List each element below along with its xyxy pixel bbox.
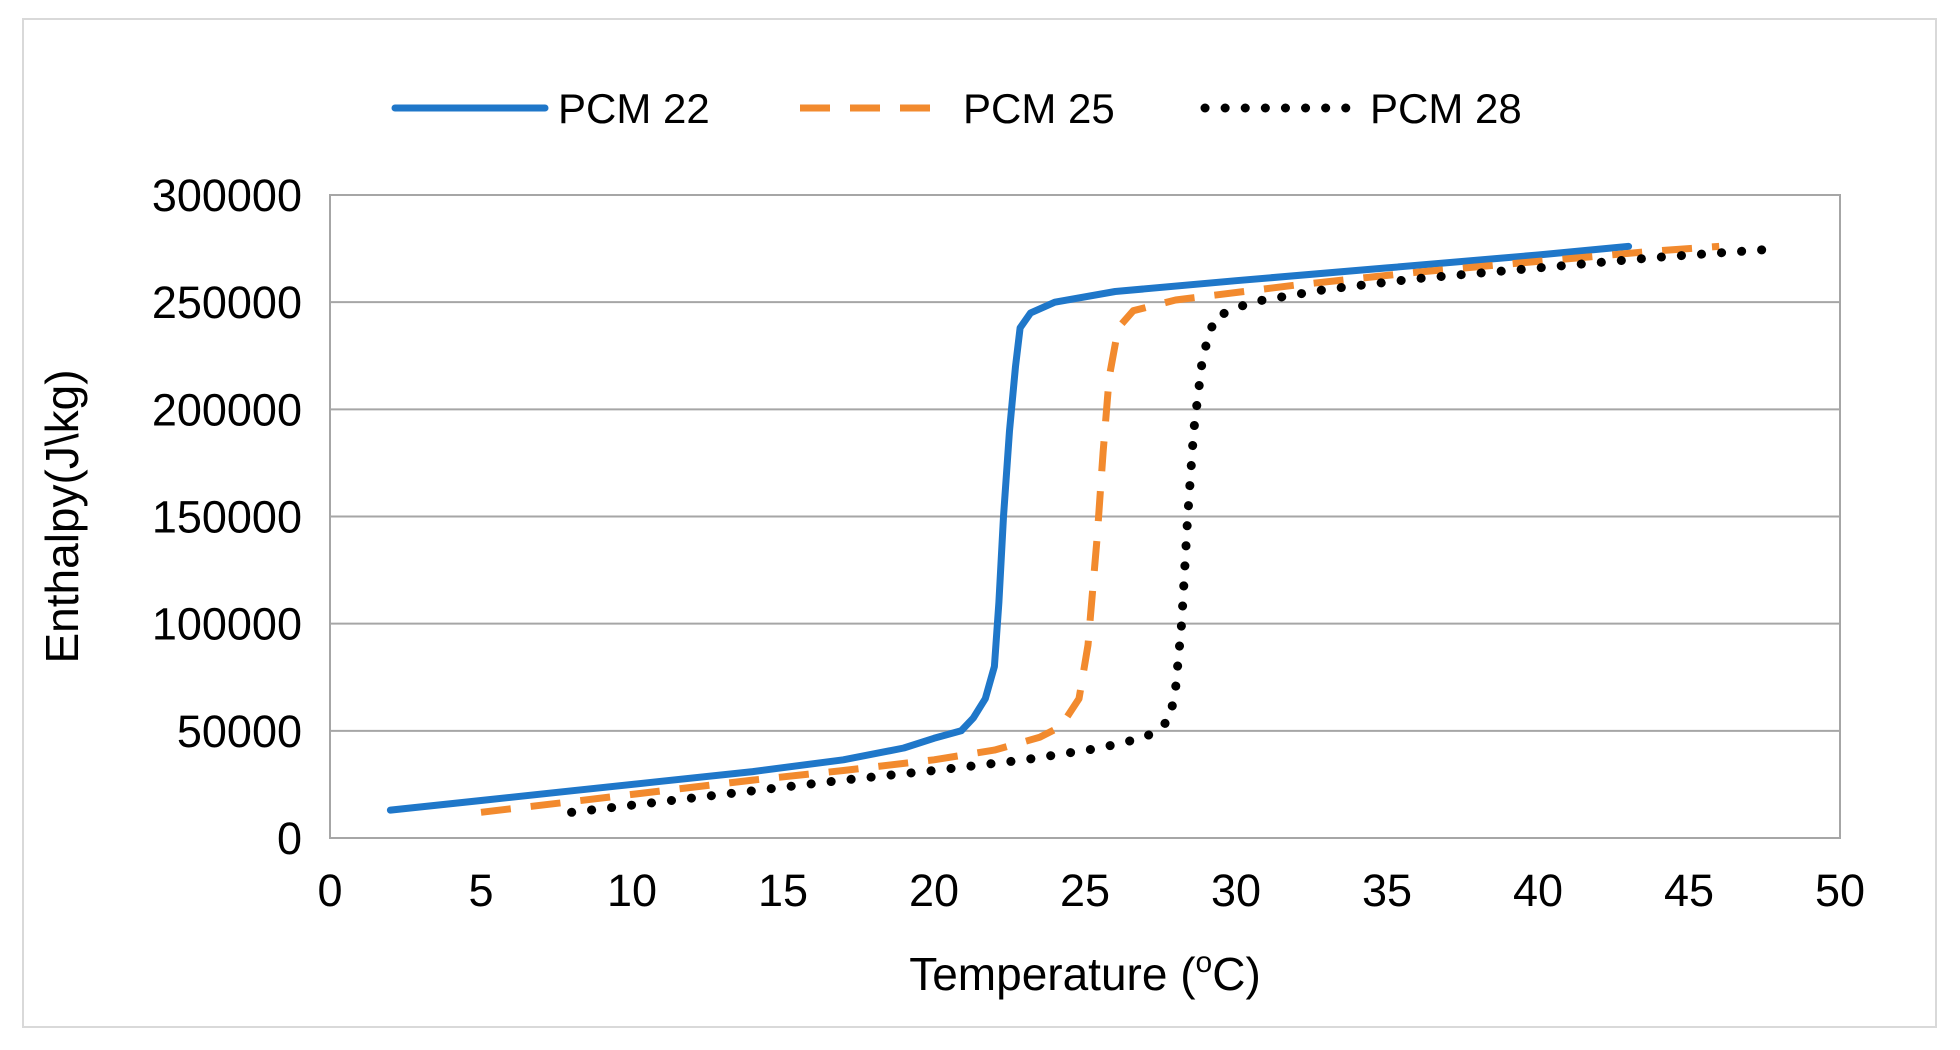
y-tick-label: 200000 [152,384,302,435]
grid-lines [330,301,1840,732]
y-tick-label: 100000 [152,599,302,650]
x-axis-title-suffix: C) [1212,948,1261,1000]
x-tick-label: 10 [607,865,657,916]
x-tick-label: 40 [1513,865,1563,916]
legend-label: PCM 25 [963,85,1115,132]
series-line-pcm-25 [480,242,1720,816]
x-tick-label: 30 [1211,865,1261,916]
x-axis-title-prefix: Temperature ( [909,948,1196,1000]
legend: PCM 22 PCM 25 PCM 28 [391,85,1522,132]
x-tick-label: 20 [909,865,959,916]
x-tick-label: 45 [1664,865,1714,916]
series-lines [386,242,1785,817]
y-tick-label: 0 [277,813,302,864]
x-tick-label: 25 [1060,865,1110,916]
x-tick-label: 15 [758,865,808,916]
y-tick-label: 300000 [152,170,302,221]
x-axis-title-superscript: o [1196,946,1213,979]
y-tick-label: 150000 [152,492,302,543]
y-axis-title: Enthalpy(J\kg) [36,369,88,663]
x-axis-title: Temperature (oC) [909,946,1261,1000]
y-axis-ticks: 0 50000 100000 150000 200000 250000 300000 [152,170,302,864]
x-tick-label: 0 [317,865,342,916]
x-axis-ticks: 0 5 10 15 20 25 30 35 40 45 50 [317,865,1865,916]
legend-label: PCM 22 [558,85,710,132]
series-line-pcm-28 [567,244,1785,817]
plot-area-border [329,194,1841,839]
x-tick-label: 50 [1815,865,1865,916]
chart-frame [22,18,1937,1028]
y-tick-label: 50000 [177,706,302,757]
legend-label: PCM 28 [1370,85,1522,132]
x-tick-label: 35 [1362,865,1412,916]
y-tick-label: 250000 [152,277,302,328]
series-line-pcm-22 [386,242,1633,814]
x-tick-label: 5 [468,865,493,916]
